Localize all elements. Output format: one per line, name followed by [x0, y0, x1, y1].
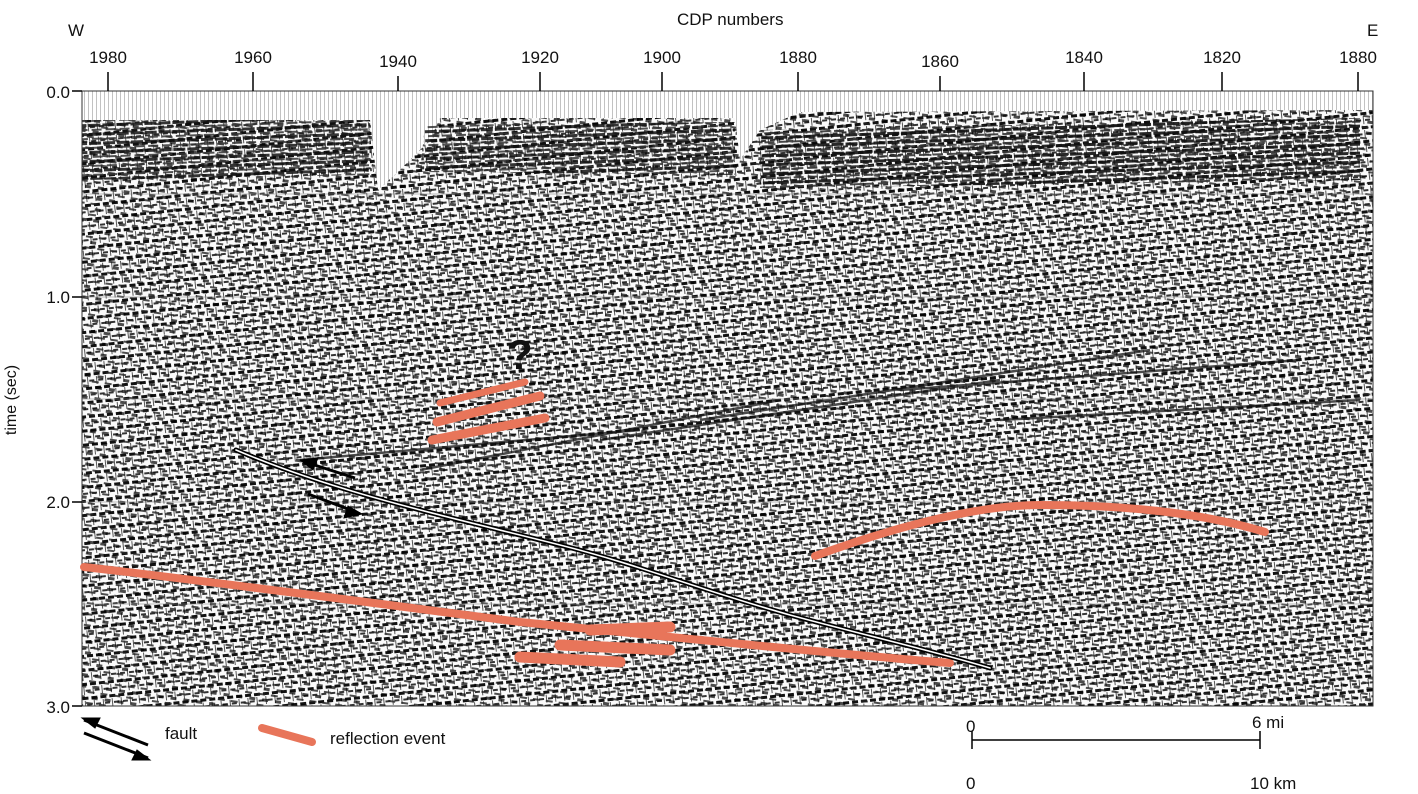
scale-bar [971, 731, 1261, 749]
reflection-event-upper-1 [436, 378, 529, 407]
west-label: W [68, 21, 85, 40]
fault-sense-arrows [298, 457, 364, 519]
y-tick-label: 2.0 [46, 493, 70, 512]
y-tick-label: 3.0 [46, 698, 70, 717]
reflection-event-upper-3 [427, 413, 550, 445]
legend-reflection-label: reflection event [330, 729, 446, 748]
x-tick-label: 1960 [234, 48, 272, 67]
scale-km-start: 0 [966, 774, 976, 793]
x-tick-label: 1860 [921, 52, 959, 71]
scale-mi-end: 6 mi [1252, 713, 1285, 732]
tick-marks [72, 72, 1359, 707]
x-tick-label: 1940 [379, 52, 417, 71]
grid-lines [82, 193, 1373, 605]
x-tick-label: 1820 [1203, 48, 1241, 67]
x-tick-label: 1980 [89, 48, 127, 67]
x-tick-label: 1900 [643, 48, 681, 67]
reflection-event-deep-west [80, 563, 954, 667]
y-tick-label: 0.0 [46, 83, 70, 102]
x-tick-label: 1880 [779, 48, 817, 67]
fault-line [233, 447, 993, 671]
reflection-event-deep-pod-1 [584, 621, 676, 636]
x-tick-label: 1880 [1339, 48, 1377, 67]
x-tick-label: 1920 [521, 48, 559, 67]
reflection-event-deep-pod-3 [514, 651, 626, 668]
east-label: E [1367, 21, 1379, 40]
reflection-event-upper-2 [432, 391, 545, 427]
plot-frame [81, 90, 1374, 707]
question-mark-annotation: ? [507, 331, 533, 378]
scale-mi-start: 0 [966, 717, 976, 736]
figure-title: CDP numbers [677, 10, 784, 29]
reflection-events [80, 378, 1269, 668]
legend-fault-label: fault [165, 724, 198, 743]
y-tick-label: 1.0 [46, 288, 70, 307]
legend-fault-symbol [80, 717, 152, 761]
reflection-event-deep-pod-2 [554, 639, 676, 656]
reflection-event-east-arch [811, 500, 1269, 560]
x-tick-label: 1840 [1065, 48, 1103, 67]
scale-km-end: 10 km [1250, 774, 1297, 793]
legend-reflection-symbol [258, 724, 316, 746]
